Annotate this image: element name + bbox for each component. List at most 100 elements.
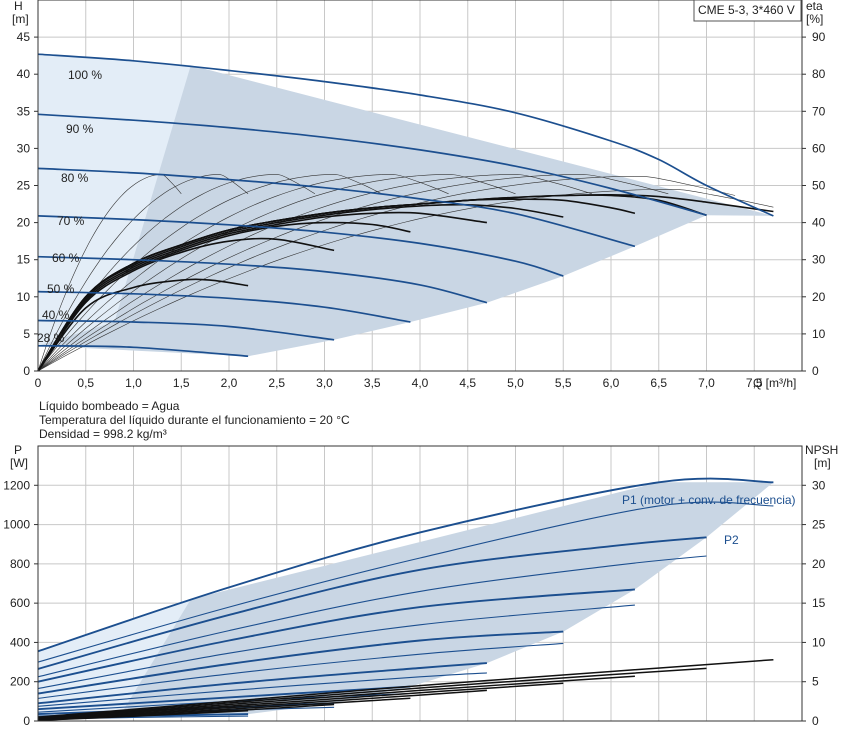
eta-tick-label: 40 xyxy=(812,216,826,230)
head-tick-label: 40 xyxy=(17,67,31,81)
p2-curve xyxy=(37,501,774,663)
power-tick-label: 0 xyxy=(23,714,30,728)
power-tick-label: 200 xyxy=(10,675,30,689)
head-tick-label: 45 xyxy=(17,30,31,44)
eta-axis-unit: [%] xyxy=(806,12,823,26)
eta-axis-ticks: 0 10 20 30 40 50 60 70 80 90 xyxy=(802,30,826,378)
efficiency-curve xyxy=(37,198,636,372)
power-operating-area xyxy=(38,482,774,719)
power-axis-label: P xyxy=(14,443,22,457)
speed-label: 80 % xyxy=(61,171,89,185)
head-tick-label: 5 xyxy=(23,327,30,341)
thin-efficiency-curve xyxy=(37,188,774,372)
head-tick-label: 30 xyxy=(17,141,31,155)
p1-curve xyxy=(37,536,707,670)
eta-tick-label: 10 xyxy=(812,327,826,341)
power-tick-label: 1000 xyxy=(3,518,30,532)
q-tick-label: 7,5 xyxy=(746,376,763,390)
npsh-curve xyxy=(37,710,249,721)
npsh-tick-label: 30 xyxy=(812,478,826,492)
npsh-axis-unit: [m] xyxy=(814,456,831,470)
q-tick-label: 5,0 xyxy=(507,376,524,390)
efficiency-curve xyxy=(37,237,335,372)
efficiency-curve xyxy=(37,211,488,372)
p1-curve xyxy=(37,630,564,695)
power-axis-ticks: 0 200 400 600 800 1000 1200 xyxy=(3,478,38,728)
head-axis-ticks: 0 5 10 15 20 25 30 35 40 45 xyxy=(17,30,38,378)
head-tick-label: 20 xyxy=(17,216,31,230)
head-tick-label: 15 xyxy=(17,253,31,267)
thin-efficiency-curve xyxy=(37,174,249,372)
q-axis-ticks: 0 0,5 1,0 1,5 2,0 2,5 3,0 3,5 4,0 4,5 5,0 5,5 6,0 6,5… xyxy=(35,376,763,390)
eta-tick-label: 50 xyxy=(812,179,826,193)
model-box xyxy=(693,0,802,22)
q-tick-label: 4,5 xyxy=(459,376,476,390)
q-tick-label: 2,5 xyxy=(268,376,285,390)
head-curve xyxy=(37,290,411,323)
efficiency-curve xyxy=(37,221,411,372)
eta-axis-label: eta xyxy=(806,0,823,13)
thin-efficiency-curve xyxy=(37,174,449,372)
efficiency-curve xyxy=(37,278,249,372)
q-tick-label: 0 xyxy=(35,376,42,390)
speed-label: 60 % xyxy=(52,251,80,265)
speed-label: 28 % xyxy=(37,331,65,345)
p1-curve xyxy=(37,477,774,653)
eta-tick-label: 70 xyxy=(812,104,826,118)
speed-label: 40 % xyxy=(42,308,70,322)
q-tick-label: 0,5 xyxy=(77,376,94,390)
model-label: CME 5-3, 3*460 V xyxy=(698,3,795,17)
npsh-axis-ticks: 0 5 10 15 20 25 30 xyxy=(802,478,826,728)
p1-curves xyxy=(37,477,774,720)
power-tick-label: 1200 xyxy=(3,478,30,492)
p2-curve xyxy=(37,642,564,699)
npsh-curve xyxy=(37,682,564,720)
p2-curve xyxy=(37,555,707,678)
eta-tick-label: 0 xyxy=(812,364,819,378)
eta-tick-label: 30 xyxy=(812,253,826,267)
head-curve xyxy=(37,215,564,277)
head-curve xyxy=(37,319,335,341)
head-curve xyxy=(37,113,707,217)
head-tick-label: 0 xyxy=(23,364,30,378)
thin-efficiency-curves xyxy=(37,174,774,372)
power-tick-label: 800 xyxy=(10,557,30,571)
thin-efficiency-curve xyxy=(37,174,516,372)
p2-curves xyxy=(37,501,774,720)
power-chart-frame xyxy=(37,445,803,722)
npsh-curve xyxy=(37,697,411,721)
head-curve xyxy=(37,167,636,248)
npsh-tick-label: 0 xyxy=(812,714,819,728)
q-tick-label: 1,0 xyxy=(125,376,142,390)
npsh-tick-label: 20 xyxy=(812,557,826,571)
thin-efficiency-curve xyxy=(37,174,382,372)
speed-label: 90 % xyxy=(66,122,94,136)
head-tick-label: 25 xyxy=(17,179,31,193)
head-tick-label: 35 xyxy=(17,104,31,118)
p2-curve xyxy=(37,604,635,690)
q-tick-label: 6,5 xyxy=(650,376,667,390)
npsh-tick-label: 15 xyxy=(812,596,826,610)
thin-efficiency-curve xyxy=(37,174,592,372)
p2-label: P2 xyxy=(724,533,739,547)
eta-tick-label: 60 xyxy=(812,141,826,155)
head-curves xyxy=(37,53,774,358)
thin-efficiency-curve xyxy=(37,175,736,372)
q-tick-label: 3,0 xyxy=(316,376,333,390)
power-axis-unit: [W] xyxy=(10,456,28,470)
head-operating-area-light xyxy=(38,54,191,346)
q-tick-label: 2,0 xyxy=(221,376,238,390)
speed-label: 70 % xyxy=(57,214,85,228)
head-tick-label: 10 xyxy=(17,290,31,304)
note-temperature: Temperatura del líquido durante el funci… xyxy=(39,413,350,427)
head-curve xyxy=(37,53,774,217)
q-tick-label: 3,5 xyxy=(364,376,381,390)
q-tick-label: 5,5 xyxy=(555,376,572,390)
note-fluid: Líquido bombeado = Agua xyxy=(39,399,180,413)
npsh-tick-label: 25 xyxy=(812,518,826,532)
q-axis-label: Q [m³/h] xyxy=(753,376,796,390)
head-curve xyxy=(37,255,488,304)
npsh-axis-label: NPSH xyxy=(805,443,838,457)
p1-curve xyxy=(37,662,487,705)
